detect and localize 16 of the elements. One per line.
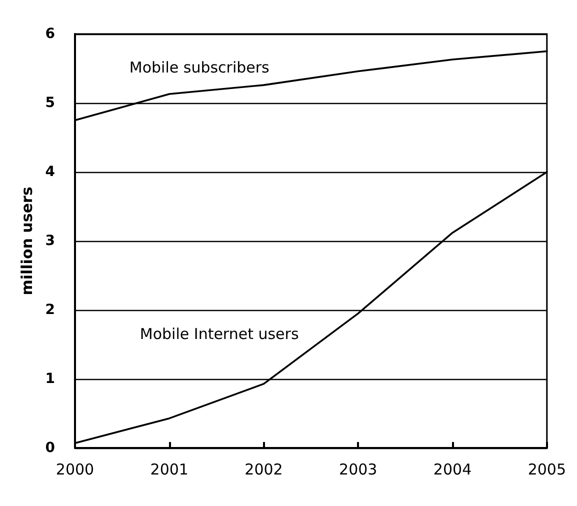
y-tick-label: 4 [45,164,56,180]
y-tick-label: 0 [45,440,56,456]
x-tick-label: 2004 [433,460,472,478]
y-axis-title: million users [18,186,36,296]
x-tick-label: 2005 [528,460,566,478]
x-tick-label: 2001 [150,460,188,478]
series-label: Mobile subscribers [129,58,270,77]
y-tick-label: 3 [45,233,55,249]
series-label: Mobile Internet users [140,324,299,343]
y-tick-label: 2 [45,302,55,318]
x-tick-label: 2003 [339,460,378,478]
x-tick-label: 2002 [244,460,283,478]
x-tick-label: 2000 [56,460,94,478]
y-tick-label: 1 [45,371,55,387]
y-tick-label: 5 [45,95,55,111]
y-tick-label: 6 [45,26,55,42]
